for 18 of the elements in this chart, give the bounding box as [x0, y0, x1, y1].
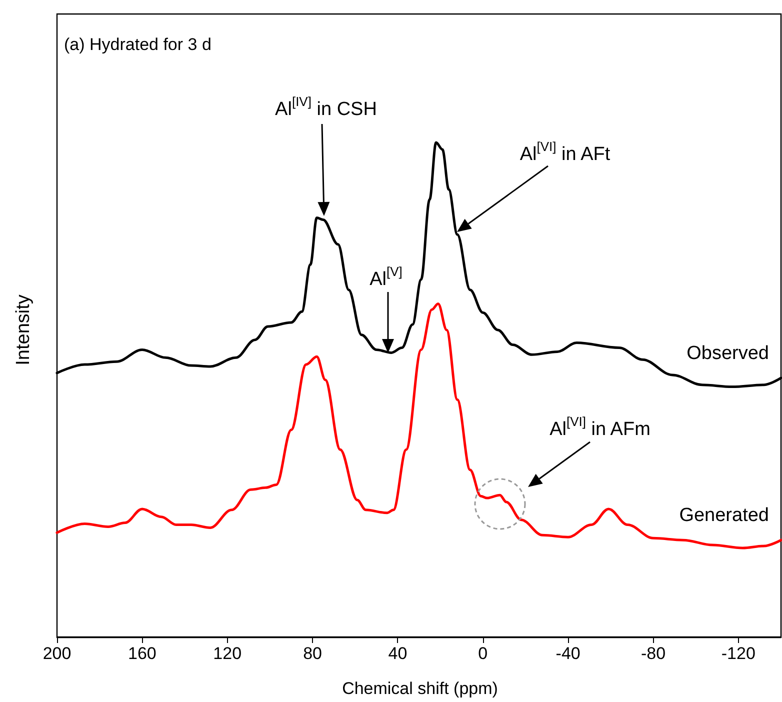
x-tick-label: 160	[128, 644, 156, 663]
annotation: Al$^{[V]}$	[370, 264, 402, 290]
chart-title: (a) Hydrated for 3 d	[64, 35, 212, 54]
x-tick-label: 0	[478, 644, 488, 663]
x-tick-label: -120	[721, 644, 756, 663]
x-axis-title: Chemical shift (ppm)	[342, 679, 498, 698]
annotation: Al$^{[VI]}$ in AFt	[520, 138, 611, 166]
annotation: Al$^{[VI]}$ in AFm	[550, 414, 650, 440]
x-tick-label: 120	[213, 644, 242, 663]
y-axis-title: Intensity	[13, 294, 34, 366]
x-tick-label: -80	[640, 644, 666, 663]
text: Al$^{[IV]}$ in CSH	[275, 94, 377, 120]
x-tick-label: 40	[388, 644, 408, 663]
series-label: Observed	[686, 342, 769, 364]
x-tick-label: -40	[556, 644, 580, 663]
x-tick-label: 200	[42, 644, 72, 663]
x-tick-label: 80	[303, 644, 322, 663]
series-label: Generated	[679, 505, 769, 526]
